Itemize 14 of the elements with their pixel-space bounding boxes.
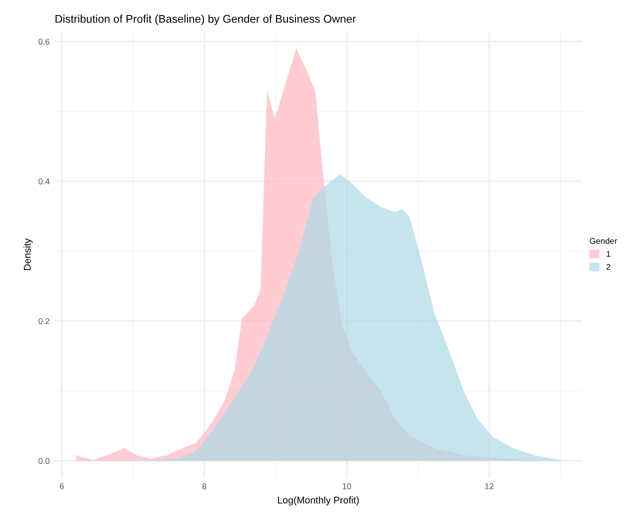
x-axis-title: Log(Monthly Profit) (278, 496, 359, 506)
legend-label: 1 (606, 251, 610, 257)
y-axis-title: Density (24, 238, 33, 270)
x-tick-label: 6 (60, 483, 64, 490)
x-tick-label: 8 (202, 483, 206, 490)
y-tick-label: 0.0 (38, 458, 50, 464)
x-tick-label: 12 (485, 483, 494, 490)
legend-title: Gender (590, 238, 618, 244)
y-tick-label: 0.4 (38, 178, 50, 184)
chart-title: Distribution of Profit (Baseline) by Gender of Business Owner (56, 14, 356, 25)
y-tick-label: 0.6 (38, 38, 50, 45)
x-tick-label: 10 (342, 483, 352, 490)
legend-label: 2 (606, 264, 610, 270)
y-tick-label: 0.2 (38, 318, 50, 324)
